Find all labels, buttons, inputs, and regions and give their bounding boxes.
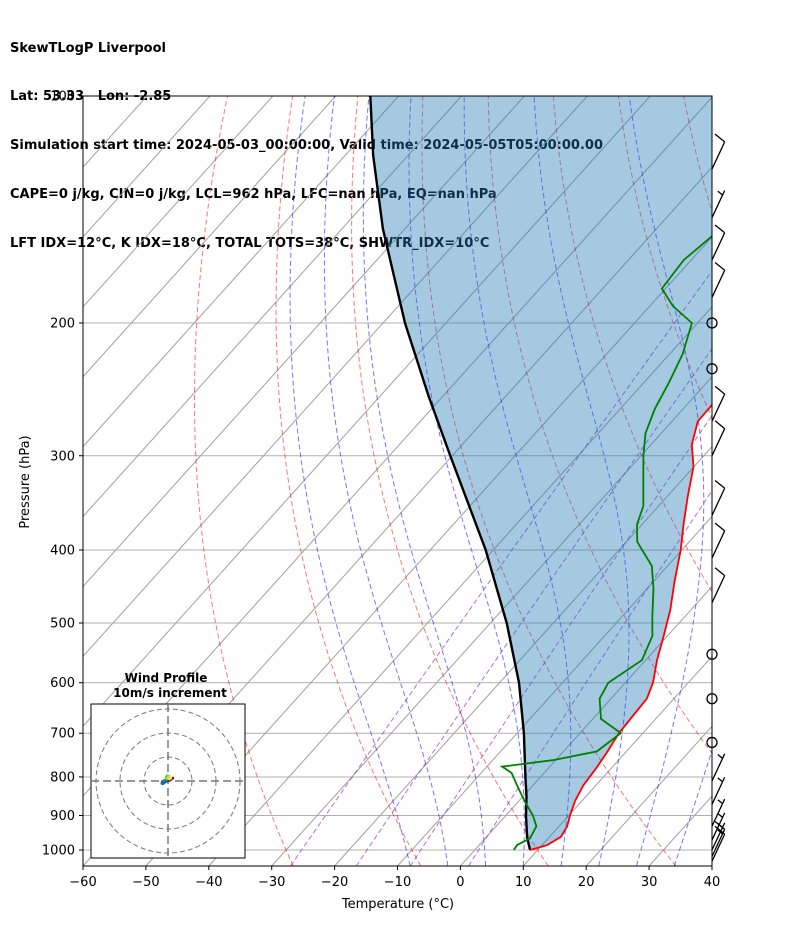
isotherm [334, 445, 712, 866]
isotherm [83, 96, 274, 308]
wind-barb-calm [706, 736, 718, 749]
wind-barb [711, 812, 726, 841]
x-tick-label: 40 [704, 875, 721, 890]
mixing-ratio-line [355, 347, 712, 866]
y-tick-label: 900 [50, 809, 75, 824]
isotherm [83, 96, 399, 448]
y-tick-label: 600 [50, 676, 75, 691]
moist-adiabat [323, 96, 449, 866]
y-tick-label: 1000 [42, 844, 75, 859]
y-tick-label: 300 [50, 449, 75, 464]
chart-title: SkewTLogP Liverpool Lat: 53.33 Lon: -2.8… [10, 8, 603, 269]
isotherm [397, 515, 712, 866]
parcel-profile [369, 96, 532, 851]
moist-adiabat [673, 748, 712, 866]
y-tick-label: 500 [50, 617, 75, 632]
isotherm [585, 725, 712, 866]
mixing-ratio-line [409, 414, 712, 866]
title-times: Simulation start time: 2024-05-03_00:00:… [10, 138, 603, 154]
x-tick-label: −60 [69, 875, 96, 890]
hodograph-subtitle: 10m/s increment [113, 686, 227, 700]
title-indices-2: LFT IDX=12°C, K IDX=18°C, TOTAL TOTS=38°… [10, 236, 490, 252]
wind-barb [711, 522, 726, 559]
moist-adiabat [463, 96, 572, 866]
x-tick-label: −40 [195, 875, 222, 890]
x-tick-label: −50 [132, 875, 159, 890]
y-tick-label: 800 [50, 770, 75, 785]
wind-barbs [706, 133, 726, 862]
wind-barb-calm [706, 317, 718, 329]
wind-barb [711, 190, 726, 218]
y-tick-label: 200 [50, 316, 75, 331]
dry-adiabat [749, 96, 794, 866]
isotherm [83, 96, 525, 588]
x-tick-label: 10 [515, 875, 532, 890]
isotherm [83, 96, 211, 238]
wind-barb [711, 567, 726, 604]
x-tick-label: −20 [321, 875, 348, 890]
title-indices-1: CAPE=0 j/kg, CIN=0 j/kg, LCL=962 hPa, LF… [10, 187, 497, 203]
chart-axes: −60 −50 −40 −30 −20 −10 0 10 20 30 40 100 200 300 400 5… [42, 90, 720, 891]
cin-area [370, 96, 712, 850]
wind-barb [711, 420, 726, 457]
isotherm [711, 865, 712, 866]
title-location: Lat: 53.33 Lon: -2.85 [10, 89, 172, 105]
isotherm [83, 96, 337, 378]
wind-barb [711, 224, 726, 261]
isotherm [208, 306, 712, 866]
wind-barb [711, 753, 726, 782]
hodograph-segment [168, 776, 173, 781]
y-tick-label: 700 [50, 727, 75, 742]
x-tick-label: 30 [641, 875, 658, 890]
wind-barb [711, 261, 726, 298]
wind-barb-calm [706, 363, 718, 375]
x-tick-label: −30 [258, 875, 285, 890]
x-tick-label: −10 [384, 875, 411, 890]
hodograph-title: Wind Profile [125, 671, 208, 685]
mixing-ratio-line [468, 489, 712, 866]
hodograph [91, 704, 245, 858]
moist-adiabat [628, 96, 705, 866]
isotherm [83, 96, 588, 658]
x-tick-label: 20 [578, 875, 595, 890]
moist-adiabat [533, 96, 630, 866]
wind-barb [711, 133, 726, 170]
wind-barb-calm [706, 693, 718, 705]
isotherm [83, 96, 462, 518]
dewpoint-profile [499, 234, 712, 851]
y-tick-label: 100 [50, 90, 75, 105]
isotherm [83, 96, 651, 727]
dry-adiabat [421, 96, 677, 866]
wind-barb [711, 825, 726, 862]
x-axis-label: Temperature (°C) [341, 897, 454, 912]
wind-barb-calm [706, 648, 718, 660]
wind-barb [711, 385, 726, 422]
y-axis-label: Pressure (hPa) [18, 435, 33, 528]
chart-gridlines [83, 96, 794, 866]
moist-adiabat [362, 96, 487, 866]
y-tick-label: 400 [50, 543, 75, 558]
moist-adiabat [711, 864, 712, 866]
isotherm [522, 655, 712, 866]
isotherm [775, 96, 794, 866]
wind-barb [711, 479, 726, 516]
wind-barb [711, 821, 726, 857]
wind-barb [711, 798, 726, 827]
title-station: SkewTLogP Liverpool [10, 40, 166, 56]
isotherm [460, 585, 712, 866]
isotherm [271, 376, 712, 866]
mixing-ratio-line [290, 270, 712, 866]
wind-barb [711, 776, 726, 805]
x-tick-label: 0 [456, 875, 464, 890]
isotherm [145, 236, 712, 866]
moist-adiabat [289, 96, 411, 866]
dry-adiabat [194, 96, 294, 866]
temperature-profile [529, 403, 712, 851]
chart-series [369, 96, 712, 851]
dry-adiabat [351, 96, 549, 866]
